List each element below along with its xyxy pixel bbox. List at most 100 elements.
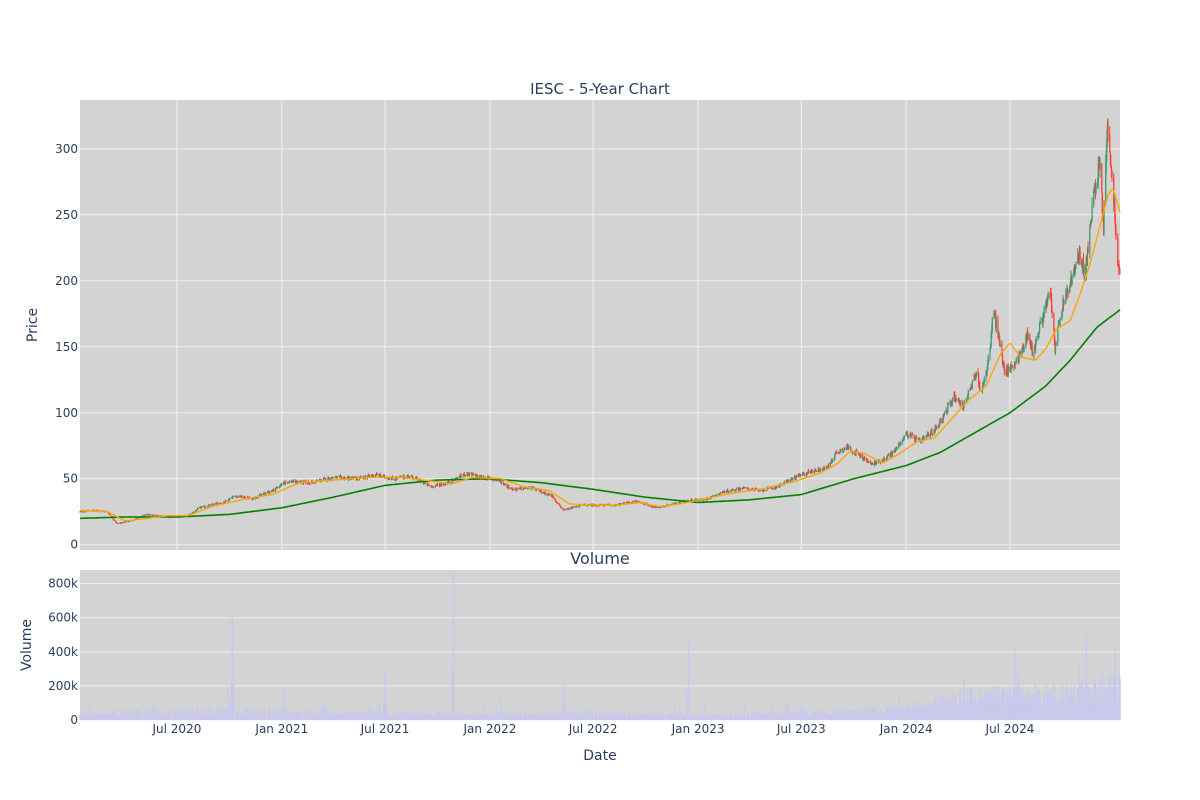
candle-body (109, 513, 111, 515)
candle-body (1081, 260, 1083, 266)
candle-body (160, 515, 162, 517)
candle-body (1117, 237, 1119, 266)
candle-body (869, 461, 871, 463)
volume-bar (352, 715, 355, 720)
volume-bar (231, 614, 233, 720)
candle-body (1095, 186, 1097, 193)
candle-body (244, 496, 246, 499)
x-tick-label: Jul 2022 (568, 722, 618, 736)
candle-body (905, 431, 907, 437)
candle-body (507, 486, 509, 488)
candle-body (1110, 165, 1113, 170)
candle-body (664, 506, 666, 508)
volume-bar (620, 711, 622, 720)
volume-bar (141, 716, 143, 720)
volume-bar (364, 712, 367, 720)
volume-bar (772, 713, 774, 720)
candle-body (518, 487, 520, 489)
volume-bar (500, 712, 503, 720)
volume-bar (971, 698, 974, 720)
candle-body (735, 489, 737, 491)
candle-body (718, 493, 720, 495)
candle-body (999, 344, 1001, 346)
candle-body (197, 508, 199, 509)
candle-body (915, 437, 918, 439)
volume-bar (211, 710, 213, 720)
volume-bar (458, 712, 460, 720)
volume-bar (1039, 693, 1041, 720)
volume-bar (591, 710, 594, 720)
volume-bar (452, 573, 455, 720)
candle-body (253, 498, 255, 500)
volume-bar (372, 715, 375, 720)
volume-bar (1111, 686, 1113, 720)
volume-bar (1087, 681, 1089, 720)
volume-bar (931, 703, 934, 720)
candle-body (331, 477, 334, 478)
volume-bar (673, 707, 676, 720)
candle-body (436, 484, 439, 486)
volume-bar (105, 711, 107, 720)
volume-bar (424, 712, 427, 720)
volume-y-tick-label: 400k (48, 645, 78, 659)
price-y-tick-label: 0 (70, 538, 78, 552)
candle-body (272, 489, 274, 492)
volume-bar (628, 711, 630, 720)
candle-body (368, 474, 370, 477)
candle-body (562, 507, 564, 510)
candle-body (849, 445, 851, 449)
candle-body (910, 433, 912, 436)
candle-body (886, 458, 888, 459)
candle-body (1073, 269, 1075, 277)
volume-bar (303, 709, 306, 720)
volume-bar (831, 708, 834, 720)
candle-body (157, 515, 159, 516)
volume-bar (298, 711, 301, 720)
volume-bar (289, 713, 291, 720)
volume-bar (788, 705, 790, 720)
candle-body (571, 507, 573, 509)
candle-body (273, 488, 275, 491)
volume-bar (927, 701, 930, 720)
candle-body (795, 475, 797, 479)
volume-bar (843, 711, 846, 720)
volume-bar (859, 707, 862, 720)
candle-body (728, 491, 730, 493)
candle-body (1074, 266, 1077, 269)
candle-body (278, 486, 281, 488)
volume-bar (811, 712, 814, 720)
candle-body (552, 495, 554, 497)
volume-bar (412, 711, 415, 720)
candle-body (243, 496, 245, 498)
candle-body (729, 491, 732, 492)
candle-body (205, 506, 207, 508)
candle-body (748, 489, 750, 491)
candle-body (902, 439, 904, 441)
candle-body (519, 487, 521, 489)
candle-body (93, 509, 95, 511)
price-grid (80, 100, 1120, 550)
candle-body (510, 488, 512, 490)
volume-y-axis-title: Volume (19, 619, 35, 671)
candle-body (663, 506, 665, 508)
volume-bar (1059, 691, 1061, 720)
candle-body (1054, 345, 1057, 351)
candle-body (1069, 285, 1071, 292)
candle-body (1031, 345, 1033, 347)
volume-bar (839, 715, 842, 720)
volume-bar (504, 716, 507, 720)
volume-bar (524, 713, 527, 720)
candle-body (737, 487, 740, 491)
volume-bar (898, 694, 901, 720)
volume-bar (704, 716, 706, 720)
candle-body (842, 451, 845, 452)
candle-body (448, 481, 450, 484)
candle-body (1013, 366, 1015, 368)
candle-body (511, 487, 513, 490)
volume-y-tick-label: 600k (48, 611, 78, 625)
volume-bar (512, 712, 515, 720)
volume-bar (607, 713, 609, 720)
candle-body (977, 372, 979, 374)
candle-body (805, 472, 808, 476)
volume-bar (1055, 701, 1057, 720)
